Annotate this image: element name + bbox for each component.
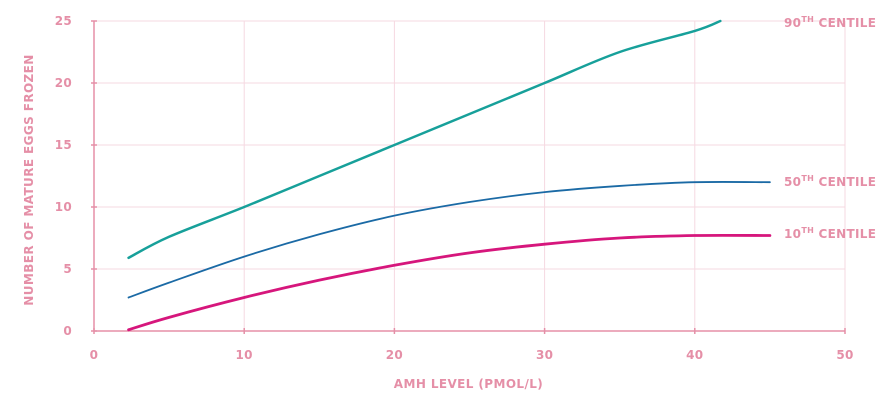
series-label-90th-centile: 90TH CENTILE [784, 15, 876, 30]
axes: 0 10 20 30 40 50 0 5 10 15 20 25 [55, 14, 854, 362]
series-lines [127, 19, 772, 332]
series-label-superscript: TH [801, 226, 814, 235]
series-line-90th-centile [127, 19, 722, 260]
y-tick-label: 15 [55, 138, 72, 152]
series-label-text: CENTILE [814, 16, 876, 30]
y-tick-label: 25 [55, 14, 72, 28]
series-line-10th-centile [127, 233, 772, 332]
series-label-superscript: TH [801, 174, 814, 183]
series-label-number: 10 [784, 227, 801, 241]
grid [94, 20, 846, 331]
y-tick-label: 0 [63, 324, 72, 338]
y-tick-label: 10 [55, 200, 72, 214]
x-tick-label: 50 [836, 348, 853, 362]
x-tick-label: 10 [236, 348, 253, 362]
series-label-50th-centile: 50TH CENTILE [784, 174, 876, 189]
y-tick-label: 5 [63, 262, 72, 276]
x-tick-label: 20 [386, 348, 403, 362]
x-tick-label: 30 [536, 348, 553, 362]
x-axis-title: AMH LEVEL (PMOL/L) [394, 377, 543, 391]
series-label-text: CENTILE [814, 175, 876, 189]
series-line-50th-centile [127, 181, 771, 299]
labels: NUMBER OF MATURE EGGS FROZEN AMH LEVEL (… [22, 15, 876, 391]
y-tick-label: 20 [55, 76, 72, 90]
series-label-number: 50 [784, 175, 801, 189]
y-axis-title: NUMBER OF MATURE EGGS FROZEN [22, 54, 36, 305]
x-tick-label: 40 [686, 348, 703, 362]
series-label-number: 90 [784, 16, 801, 30]
series-label-text: CENTILE [814, 227, 876, 241]
x-tick-label: 0 [90, 348, 99, 362]
series-label-10th-centile: 10TH CENTILE [784, 226, 876, 241]
series-label-superscript: TH [801, 15, 814, 24]
